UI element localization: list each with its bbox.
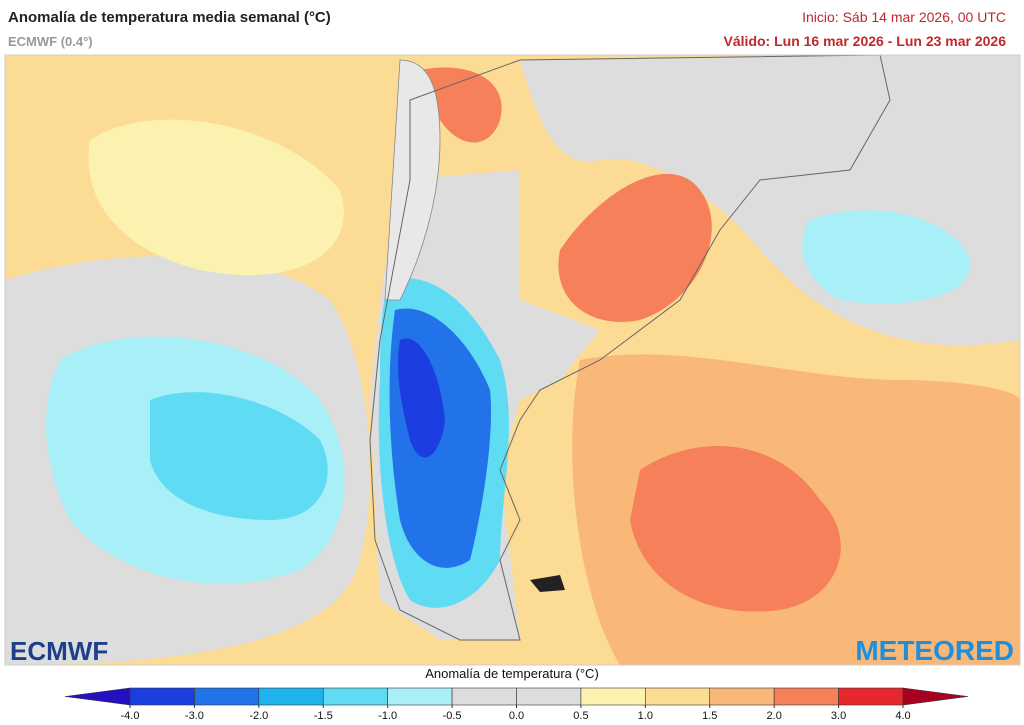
- init-time: Inicio: Sáb 14 mar 2026, 00 UTC: [802, 9, 1006, 25]
- valid-time: Válido: Lun 16 mar 2026 - Lun 23 mar 202…: [724, 33, 1007, 49]
- colorbar-under: [64, 687, 131, 706]
- colorbar-tick-label: 4.0: [895, 710, 910, 720]
- colorbar-tick-label: -3.0: [185, 710, 204, 720]
- map: [4, 54, 1021, 666]
- colorbar-segment: [645, 687, 711, 706]
- model: ECMWF (0.4°): [8, 34, 93, 49]
- colorbar-title: Anomalía de temperatura (°C): [425, 666, 599, 681]
- title: Anomalía de temperatura media semanal (°…: [8, 9, 331, 26]
- colorbar-segment: [322, 687, 388, 706]
- colorbar-tick-label: 1.5: [702, 710, 717, 720]
- colorbar-tick-label: -1.0: [378, 710, 397, 720]
- colorbar-segment: [709, 687, 775, 706]
- colorbar-segment: [451, 687, 517, 706]
- colorbar-segment: [194, 687, 260, 706]
- colorbar-tick-label: 0.5: [573, 710, 588, 720]
- colorbar-tick-label: -1.5: [314, 710, 333, 720]
- meteored-logo: METEORED: [855, 635, 1014, 666]
- colorbar-segment: [838, 687, 904, 706]
- colorbar-segment: [258, 687, 324, 706]
- colorbar-tick-label: 3.0: [831, 710, 846, 720]
- colorbar-segment: [773, 687, 839, 706]
- colorbar-tick-label: 0.0: [509, 710, 524, 720]
- colorbar-segment: [516, 687, 582, 706]
- colorbar-tick-label: -2.0: [249, 710, 268, 720]
- colorbar: -4.0 -3.0 -2.0 -1.5 -1.0 -0.5 0.0 0.5 1.0 1.5 2.0 3…: [64, 687, 969, 722]
- colorbar-tick-label: 2.0: [767, 710, 782, 720]
- ecmwf-logo: ECMWF: [10, 636, 108, 666]
- colorbar-segment: [387, 687, 453, 706]
- colorbar-tick-label: 1.0: [638, 710, 653, 720]
- colorbar-segment: [580, 687, 646, 706]
- colorbar-over: [902, 687, 969, 706]
- colorbar-tick-label: -0.5: [443, 710, 462, 720]
- colorbar-segment: [129, 687, 195, 706]
- colorbar-tick-label: -4.0: [121, 710, 140, 720]
